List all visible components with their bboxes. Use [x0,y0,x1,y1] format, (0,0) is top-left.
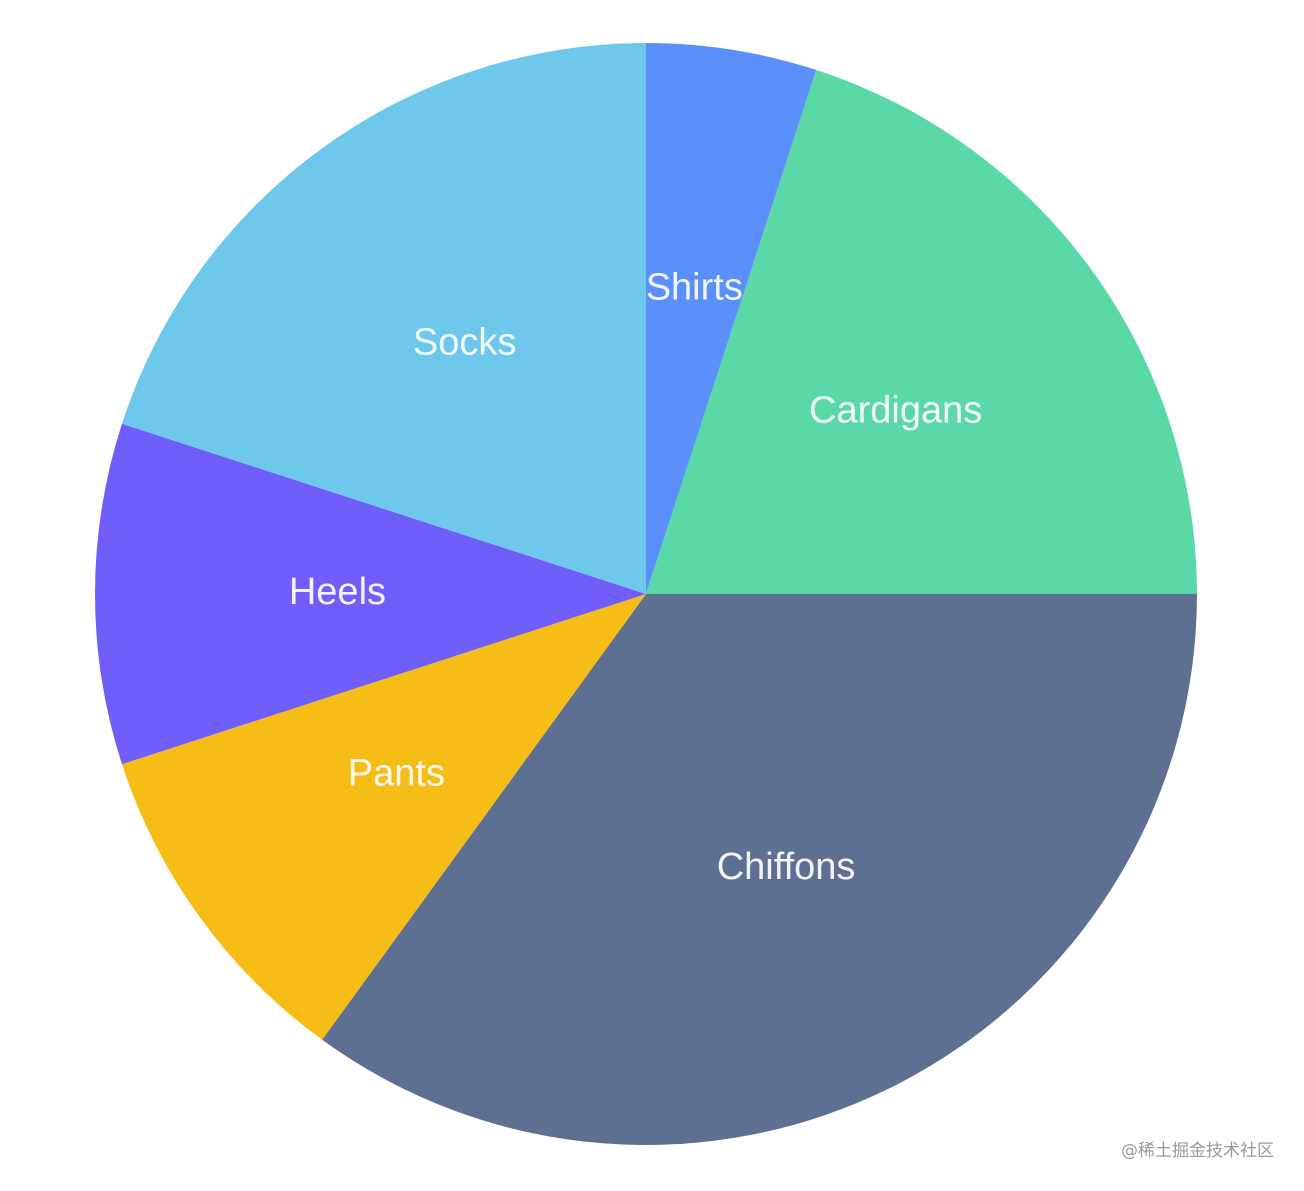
pie-label-shirts: Shirts [646,266,743,308]
pie-slice-shirts[interactable] [646,43,817,594]
pie-labels: Shirts Cardigans Chiffons Pants Heels Socks [289,266,982,888]
pie-label-chiffons: Chiffons [717,846,856,888]
pie-slices [95,42,1197,1146]
pie-label-heels: Heels [289,571,386,613]
pie-label-socks: Socks [413,321,516,363]
pie-slice-heels[interactable] [95,423,647,765]
watermark-text: @稀土掘金技术社区 [1121,1141,1274,1161]
pie-slice-cardigans[interactable] [646,69,1197,595]
pie-slice-socks[interactable] [121,42,647,595]
pie-slice-chiffons[interactable] [322,594,1197,1146]
pie-slice-pants[interactable] [121,594,647,1040]
pie-label-pants: Pants [348,752,445,794]
pie-label-cardigans: Cardigans [809,390,982,432]
